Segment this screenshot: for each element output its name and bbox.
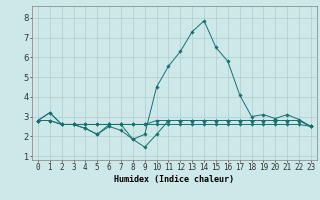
X-axis label: Humidex (Indice chaleur): Humidex (Indice chaleur)	[115, 175, 234, 184]
